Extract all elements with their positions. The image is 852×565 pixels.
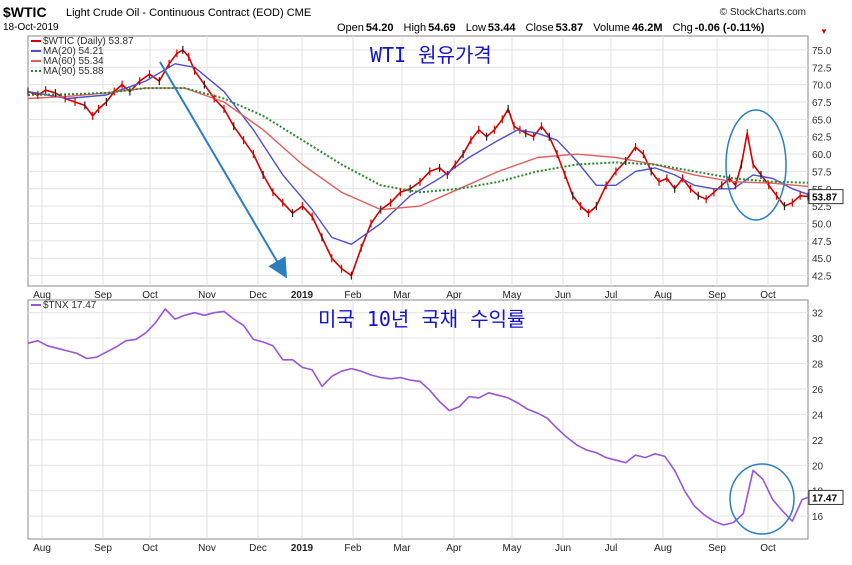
x-tick-label: Nov xyxy=(198,543,216,554)
chart-header: $WTIC Light Crude Oil - Continuous Contr… xyxy=(0,0,852,36)
y-tick-label: 42.5 xyxy=(812,272,832,283)
x-tick-label: Jul xyxy=(605,290,618,301)
exchange-label: CME xyxy=(286,7,312,19)
y-tick-label: 62.5 xyxy=(812,133,832,144)
legend-entry: $WTIC (Daily) 53.87 xyxy=(43,36,134,47)
x-tick-label: Sep xyxy=(94,290,112,301)
y-tick-label: 24 xyxy=(812,410,824,421)
y-tick-label: 50.0 xyxy=(812,220,832,231)
last-value-label: 53.87 xyxy=(812,193,837,204)
y-tick-label: 70.0 xyxy=(812,81,832,92)
legend-entry: MA(90) 55.88 xyxy=(43,66,104,77)
downtrend-arrow xyxy=(159,61,288,279)
chg-down-icon: ▼ xyxy=(820,27,828,36)
y-tick-label: 75.0 xyxy=(812,46,832,57)
y-tick-label: 16 xyxy=(812,512,824,523)
y-tick-label: 47.5 xyxy=(812,237,832,248)
y-tick-label: 60.0 xyxy=(812,150,832,161)
x-tick-label: Apr xyxy=(446,543,462,554)
x-tick-label: 2019 xyxy=(291,290,314,301)
y-tick-label: 22 xyxy=(812,436,824,447)
x-tick-label: May xyxy=(503,543,522,554)
y-tick-label: 26 xyxy=(812,385,824,396)
last-value-label: 17.47 xyxy=(812,493,837,504)
y-tick-label: 28 xyxy=(812,360,824,371)
low-label: Low xyxy=(465,22,486,34)
legend-entry: MA(60) 55.34 xyxy=(43,56,104,67)
last-value-box xyxy=(808,189,844,205)
x-tick-label: Mar xyxy=(393,290,411,301)
y-tick-label: 20 xyxy=(812,461,824,472)
x-tick-label: Nov xyxy=(198,290,216,301)
x-tick-label: Apr xyxy=(446,290,462,301)
y-tick-label: 30 xyxy=(812,334,824,345)
x-tick-label: Dec xyxy=(249,543,267,554)
legend-entry: $TNX 17.47 xyxy=(43,300,97,311)
x-tick-label: Sep xyxy=(708,543,726,554)
y-tick-label: 65.0 xyxy=(812,115,832,126)
y-tick-label: 72.5 xyxy=(812,63,832,74)
high-value: 54.69 xyxy=(428,22,456,34)
x-tick-label: 2019 xyxy=(291,543,314,554)
x-tick-label: Sep xyxy=(94,543,112,554)
x-tick-label: Dec xyxy=(249,290,267,301)
source-credit[interactable]: © StockCharts.com xyxy=(719,7,806,18)
x-tick-label: Oct xyxy=(760,290,776,301)
high-label: High xyxy=(403,22,427,34)
ohlc-readout: Open 54.20 High 54.69 Low 53.44 Close 53.87 … xyxy=(337,22,771,34)
x-tick-label: Sep xyxy=(708,290,726,301)
chart-title: WTI 원유가격 xyxy=(370,43,492,67)
series-line-ma20 xyxy=(27,63,809,246)
x-tick-label: Aug xyxy=(654,543,672,554)
instrument-name: Light Crude Oil - Continuous Contract (E… xyxy=(66,7,311,19)
x-tick-label: Jul xyxy=(605,543,618,554)
series-line-tnx xyxy=(27,308,809,526)
series-line-ma90 xyxy=(27,87,809,194)
chart-date: 18-Oct-2019 xyxy=(3,22,59,33)
x-tick-label: Feb xyxy=(344,290,362,301)
y-tick-label: 52.5 xyxy=(812,202,832,213)
x-tick-label: Oct xyxy=(760,543,776,554)
y-tick-label: 32 xyxy=(812,309,824,320)
x-tick-label: Jun xyxy=(555,290,571,301)
volume-label: Volume xyxy=(593,22,630,34)
open-value: 54.20 xyxy=(365,22,394,34)
x-tick-label: Jun xyxy=(555,543,571,554)
low-value: 53.44 xyxy=(487,22,516,34)
open-label: Open xyxy=(337,22,364,34)
chg-label: Chg xyxy=(672,22,693,34)
x-tick-label: Feb xyxy=(344,543,362,554)
x-tick-label: Mar xyxy=(393,543,411,554)
instrument-name-text: Light Crude Oil - Continuous Contract (E… xyxy=(66,7,284,19)
y-tick-label: 45.0 xyxy=(812,254,832,265)
y-tick-label: 57.5 xyxy=(812,167,832,178)
chart-title: 미국 10년 국채 수익률 xyxy=(318,307,525,331)
x-tick-label: Aug xyxy=(33,543,51,554)
highlight-ellipse-tnx xyxy=(729,463,795,535)
last-value-box xyxy=(808,489,844,505)
highlight-ellipse-wti xyxy=(725,109,787,221)
x-tick-label: Aug xyxy=(654,290,672,301)
x-tick-label: Oct xyxy=(142,543,158,554)
y-tick-label: 67.5 xyxy=(812,98,832,109)
chg-value: -0.06 (-0.11%) xyxy=(694,22,765,34)
legend-entry: MA(20) 54.21 xyxy=(43,46,104,57)
volume-value: 46.2M xyxy=(631,22,663,34)
x-tick-label: Oct xyxy=(142,290,158,301)
series-line-ma60 xyxy=(27,87,809,211)
x-tick-label: May xyxy=(503,290,522,301)
close-label: Close xyxy=(525,22,554,34)
plot-frame-1 xyxy=(27,299,809,540)
plot-frame-0 xyxy=(27,35,809,287)
close-value: 53.87 xyxy=(555,22,584,34)
symbol-title: $WTIC xyxy=(3,4,47,20)
x-tick-label: Aug xyxy=(33,290,51,301)
